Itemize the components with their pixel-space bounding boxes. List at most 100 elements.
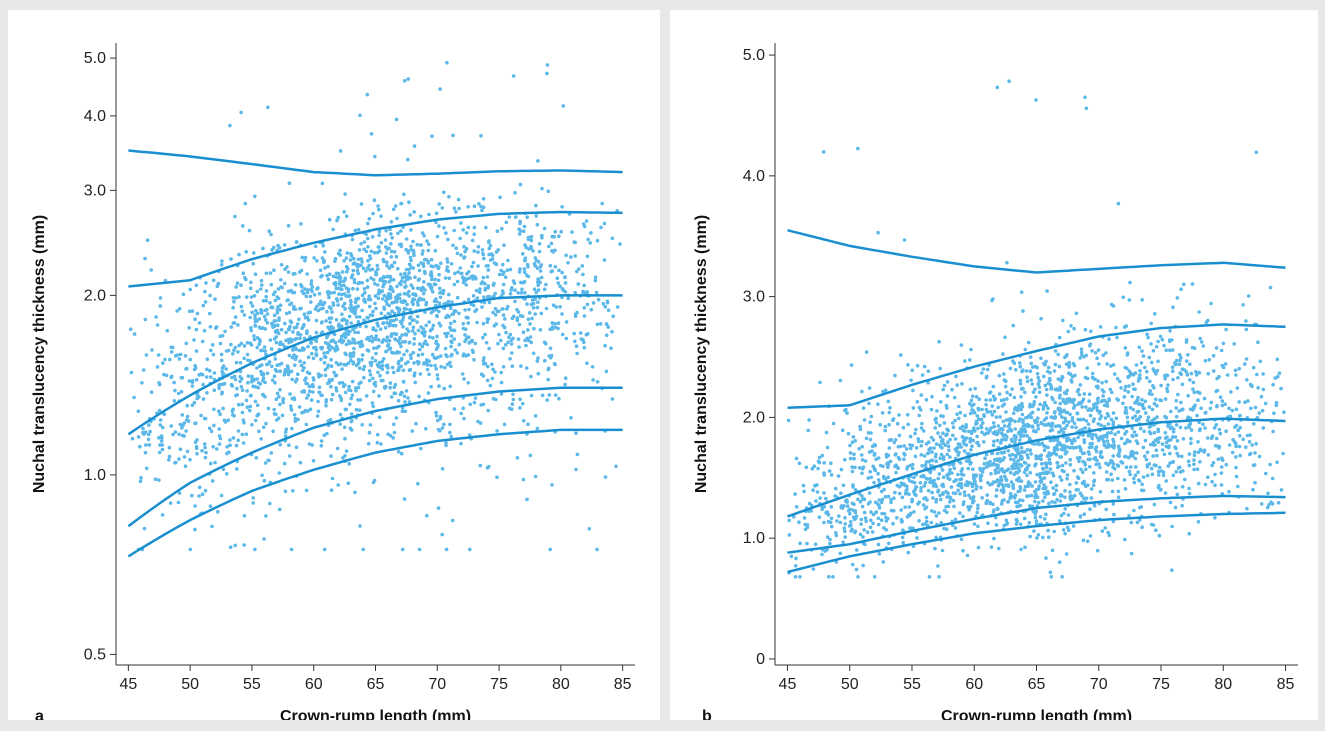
scatter-point <box>1179 400 1183 405</box>
scatter-point <box>367 338 372 343</box>
scatter-point <box>341 339 346 343</box>
scatter-point <box>1013 427 1017 431</box>
scatter-point <box>1049 480 1053 485</box>
scatter-point <box>1064 410 1069 415</box>
scatter-point <box>1096 348 1101 352</box>
scatter-point <box>1008 496 1012 501</box>
scatter-point <box>572 331 576 336</box>
scatter-point <box>262 537 266 541</box>
scatter-point <box>1177 353 1182 357</box>
scatter-point <box>141 368 146 372</box>
scatter-point <box>229 382 234 387</box>
scatter-point <box>564 320 569 324</box>
scatter-point <box>472 204 477 208</box>
scatter-point <box>1047 501 1051 506</box>
scatter-point <box>1124 465 1129 470</box>
scatter-point <box>1028 534 1032 539</box>
scatter-point <box>360 423 365 427</box>
scatter-point <box>603 304 608 309</box>
scatter-point <box>1138 373 1142 377</box>
scatter-point <box>1143 454 1147 459</box>
scatter-point <box>1082 438 1086 442</box>
scatter-point <box>556 281 560 285</box>
scatter-point <box>995 85 1000 90</box>
scatter-point <box>1099 423 1103 428</box>
scatter-point <box>1175 439 1180 443</box>
scatter-point <box>1098 490 1103 494</box>
scatter-point <box>409 356 413 361</box>
scatter-point <box>997 428 1001 432</box>
scatter-point <box>341 384 346 389</box>
scatter-point <box>829 473 834 477</box>
scatter-point <box>906 550 911 555</box>
scatter-point <box>968 462 972 466</box>
scatter-point <box>420 352 425 357</box>
scatter-point <box>1019 547 1023 552</box>
scatter-point <box>909 446 913 451</box>
scatter-point <box>418 286 423 291</box>
scatter-point <box>1128 472 1132 477</box>
scatter-point <box>345 269 349 274</box>
scatter-point <box>1140 349 1144 353</box>
scatter-point <box>283 434 288 438</box>
scatter-point <box>273 357 278 361</box>
scatter-point <box>238 369 243 374</box>
scatter-point <box>176 391 181 396</box>
scatter-point <box>326 292 331 297</box>
scatter-point <box>805 523 810 527</box>
scatter-point <box>464 231 469 235</box>
scatter-point <box>537 241 542 246</box>
scatter-point <box>452 407 457 411</box>
scatter-point <box>240 388 245 393</box>
scatter-point <box>926 369 931 374</box>
scatter-point <box>366 441 371 446</box>
scatter-point <box>446 237 450 242</box>
scatter-point <box>924 442 929 446</box>
scatter-point <box>429 363 433 368</box>
x-tick-label: 80 <box>1214 676 1232 693</box>
scatter-point <box>1019 395 1023 399</box>
scatter-point <box>1096 401 1100 405</box>
scatter-point <box>303 287 307 291</box>
scatter-point <box>337 322 341 327</box>
scatter-point <box>217 434 222 438</box>
scatter-point <box>359 202 364 206</box>
scatter-point <box>1123 487 1128 491</box>
scatter-point <box>255 311 260 316</box>
scatter-point <box>382 305 386 310</box>
scatter-point <box>604 369 609 374</box>
scatter-point <box>401 380 406 384</box>
scatter-point <box>480 208 484 213</box>
scatter-point <box>1169 438 1173 442</box>
scatter-point <box>344 322 349 326</box>
scatter-point <box>337 271 341 276</box>
scatter-point <box>449 354 453 358</box>
scatter-point <box>367 217 372 221</box>
scatter-point <box>286 369 291 374</box>
scatter-point <box>839 467 844 472</box>
scatter-point <box>858 427 863 432</box>
scatter-point <box>1051 486 1055 490</box>
scatter-point <box>590 365 595 369</box>
scatter-point <box>223 329 227 334</box>
scatter-point <box>1175 492 1180 497</box>
scatter-point <box>899 353 903 357</box>
scatter-point <box>516 310 521 314</box>
scatter-point <box>1019 434 1023 439</box>
scatter-point <box>418 243 423 247</box>
scatter-point <box>270 321 274 326</box>
scatter-point <box>370 360 374 365</box>
scatter-point <box>367 369 372 373</box>
scatter-point <box>1061 528 1066 532</box>
scatter-point <box>1039 316 1043 321</box>
scatter-point <box>377 245 381 249</box>
scatter-point <box>354 297 358 301</box>
scatter-point <box>825 445 830 450</box>
scatter-point <box>591 378 595 382</box>
scatter-point <box>216 281 221 286</box>
scatter-point <box>201 397 206 401</box>
scatter-point <box>913 431 917 436</box>
scatter-point <box>1132 508 1136 513</box>
scatter-point <box>1192 462 1196 467</box>
scatter-point <box>605 299 610 304</box>
